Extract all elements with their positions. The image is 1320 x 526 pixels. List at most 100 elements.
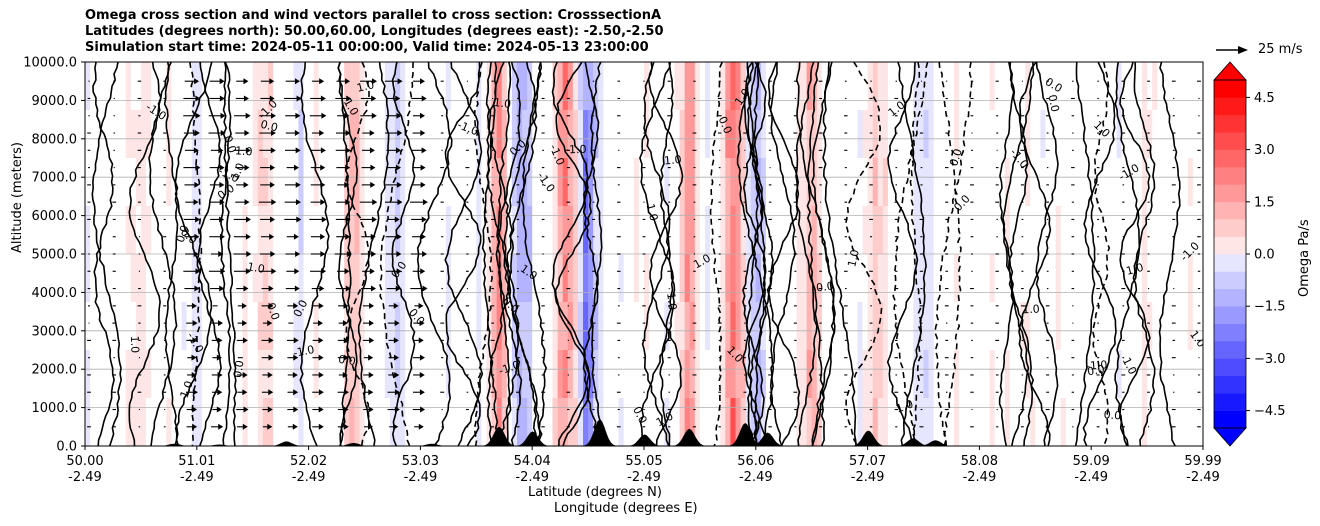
omega-cell <box>1086 110 1092 159</box>
omega-cell <box>603 206 610 255</box>
omega-cell <box>1020 254 1026 303</box>
omega-cell <box>913 302 920 351</box>
omega-cell <box>699 158 706 207</box>
wind-vector-head <box>321 216 327 223</box>
omega-cell <box>400 62 406 111</box>
omega-cell <box>1162 302 1169 351</box>
contour-line <box>909 62 922 446</box>
omega-cell <box>415 350 421 399</box>
wind-vector <box>233 216 252 223</box>
omega-cell <box>303 206 310 255</box>
wind-vector-head <box>371 216 377 223</box>
wind-vector <box>336 199 351 206</box>
omega-cell <box>953 206 960 255</box>
wind-vector <box>187 354 197 361</box>
omega-cell <box>430 158 437 207</box>
colorbar-level <box>1214 132 1246 150</box>
wind-vector-head <box>420 130 426 137</box>
omega-cell <box>1070 62 1077 111</box>
omega-cell <box>349 302 355 351</box>
omega-cell <box>506 206 513 255</box>
colorbar-level <box>1214 393 1246 411</box>
wind-vector <box>261 354 274 361</box>
omega-cell <box>1147 62 1153 111</box>
omega-cell <box>837 350 843 399</box>
omega-cell <box>145 254 152 303</box>
contour-line <box>495 62 523 446</box>
contour-line <box>222 62 238 446</box>
omega-cell <box>588 158 594 207</box>
omega-cell <box>455 110 462 159</box>
omega-cell <box>1131 110 1138 159</box>
omega-cell <box>1136 158 1143 207</box>
omega-cell <box>1014 350 1021 399</box>
omega-cell <box>181 62 188 111</box>
wind-vector-head <box>194 285 200 292</box>
omega-cell <box>252 62 259 111</box>
omega-cell <box>135 254 142 303</box>
omega-cell <box>887 206 894 255</box>
omega-cell <box>217 110 223 159</box>
wind-vector <box>363 406 374 413</box>
wind-vector <box>260 216 276 223</box>
omega-cell <box>801 398 808 446</box>
omega-cell <box>471 302 477 351</box>
wind-vector-head <box>345 147 351 154</box>
omega-cell <box>664 254 671 303</box>
omega-cell <box>257 302 264 351</box>
omega-cell <box>293 254 300 303</box>
omega-cell <box>837 158 843 207</box>
omega-cell <box>771 254 777 303</box>
omega-cell <box>572 398 579 446</box>
omega-cell <box>532 302 538 351</box>
omega-cell <box>90 254 96 303</box>
omega-cell <box>974 158 980 207</box>
omega-cell <box>786 158 792 207</box>
omega-cell <box>1050 158 1057 207</box>
wind-vector-head <box>295 147 301 154</box>
wind-vector-head <box>345 164 351 171</box>
omega-cell <box>400 206 406 255</box>
colorbar-tick-label: −3.0 <box>1254 352 1286 367</box>
omega-cell <box>760 350 767 399</box>
omega-cell <box>974 62 980 111</box>
omega-cell <box>1081 206 1087 255</box>
omega-cell <box>552 350 559 399</box>
wind-vector-head <box>268 337 274 344</box>
omega-cell <box>715 206 721 255</box>
omega-cell <box>964 158 970 207</box>
omega-cell <box>1009 302 1016 351</box>
omega-cell <box>1157 254 1163 303</box>
omega-cell <box>918 206 925 255</box>
wind-vector-head <box>269 181 275 188</box>
omega-cell <box>1162 206 1169 255</box>
omega-cell <box>887 350 894 399</box>
contour-label: 0.0 <box>174 223 192 244</box>
omega-cell <box>318 302 325 351</box>
omega-cell <box>1014 302 1021 351</box>
wind-vector <box>412 268 426 275</box>
omega-cell <box>1136 62 1143 111</box>
omega-cell <box>186 350 193 399</box>
omega-cell <box>328 62 335 111</box>
omega-cell <box>1025 206 1031 255</box>
omega-cell <box>694 206 701 255</box>
wind-vector-head <box>219 216 225 223</box>
omega-cell <box>984 254 991 303</box>
omega-cell <box>1167 110 1174 159</box>
omega-cell <box>857 254 864 303</box>
terrain <box>85 419 1203 446</box>
wind-vector-head <box>371 251 377 257</box>
wind-vector <box>362 302 375 309</box>
omega-cell <box>405 350 411 399</box>
omega-cell <box>628 254 635 303</box>
omega-cell <box>435 206 442 255</box>
omega-cell <box>527 254 533 303</box>
omega-cell <box>440 350 447 399</box>
omega-cell <box>552 158 559 207</box>
omega-cell <box>466 350 472 399</box>
contour-label: 1.0 <box>1022 302 1040 316</box>
omega-cell <box>710 62 716 111</box>
omega-cell <box>821 158 828 207</box>
omega-cell <box>394 254 401 303</box>
